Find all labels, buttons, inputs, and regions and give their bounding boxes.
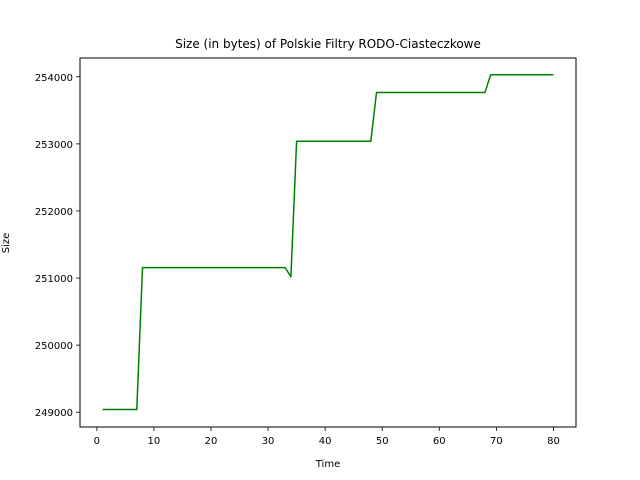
series-line	[102, 74, 554, 411]
x-axis-label: Time	[315, 459, 340, 470]
y-tick-label: 249000	[35, 408, 73, 419]
x-tick-label: 80	[547, 436, 560, 447]
y-tick-label: 251000	[35, 274, 73, 285]
y-tick-label: 252000	[35, 207, 73, 218]
series-layer	[102, 74, 554, 411]
x-tick-label: 30	[262, 436, 275, 447]
y-tick-label: 250000	[35, 341, 73, 352]
x-tick-label: 10	[148, 436, 161, 447]
x-tick-label: 40	[319, 436, 332, 447]
y-tick-label: 254000	[35, 73, 73, 84]
x-tick-label: 0	[94, 436, 100, 447]
x-axis: 0 10 20 30 40 50 60 70 80	[94, 427, 560, 447]
x-tick-label: 60	[433, 436, 446, 447]
plot-frame	[79, 57, 577, 428]
x-tick-label: 70	[490, 436, 503, 447]
chart-title: Size (in bytes) of Polskie Filtry RODO-C…	[175, 37, 481, 51]
y-axis: 249000 250000 251000 252000 253000 254000	[35, 73, 80, 419]
x-tick-label: 50	[376, 436, 389, 447]
x-tick-label: 20	[205, 436, 218, 447]
y-axis-label: Size	[1, 233, 12, 254]
plot-area: 0 10 20 30 40 50 60 70 80 249000 250000 251000 2520…	[35, 57, 577, 447]
y-tick-label: 253000	[35, 140, 73, 151]
